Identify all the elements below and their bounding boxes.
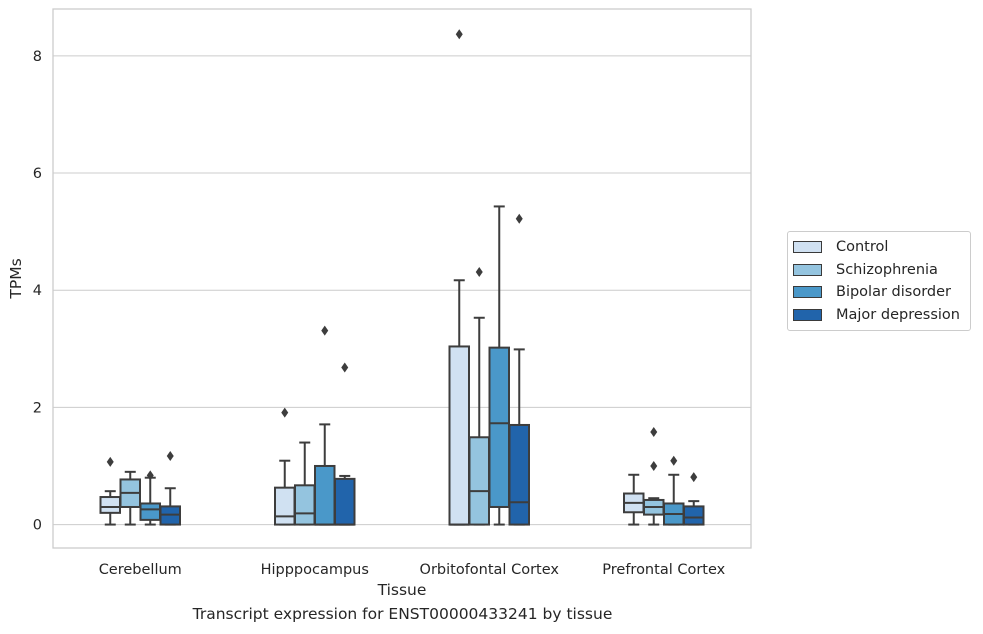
- box-control: [99, 496, 121, 514]
- y-axis-label: TPMs: [7, 258, 25, 299]
- legend-item-bipolar-disorder: Bipolar disorder: [788, 281, 970, 304]
- legend-label-bipolar-disorder: Bipolar disorder: [836, 284, 951, 301]
- chart-legend: Control Schizophrenia Bipolar disorder M…: [787, 231, 971, 331]
- outlier-control: [455, 29, 463, 40]
- box-schizophrenia: [468, 436, 490, 526]
- box-control: [274, 486, 296, 526]
- box-control: [448, 345, 470, 526]
- outlier-schizophrenia: [475, 267, 483, 278]
- x-axis-label: Tissue: [377, 581, 427, 599]
- outlier-major-depression: [341, 362, 349, 373]
- y-tick-label: 6: [33, 166, 42, 182]
- outlier-major-depression: [690, 472, 698, 483]
- outlier-control: [281, 407, 289, 418]
- outlier-bipolar-disorder: [321, 325, 329, 336]
- legend-item-schizophrenia: Schizophrenia: [788, 259, 970, 282]
- legend-label-control: Control: [836, 239, 889, 256]
- legend-swatch-control: [793, 241, 822, 254]
- outlier-schizophrenia: [650, 426, 658, 437]
- box-bipolar-disorder: [139, 502, 161, 521]
- y-tick-label: 4: [33, 283, 42, 299]
- legend-item-major-depression: Major depression: [788, 304, 970, 327]
- legend-swatch-major-depression: [793, 308, 822, 321]
- outlier-major-depression: [515, 213, 523, 224]
- legend-item-control: Control: [788, 236, 970, 259]
- x-tick-label: Cerebellum: [99, 562, 182, 578]
- x-tick-label: Hipppocampus: [261, 562, 369, 578]
- box-bipolar-disorder: [488, 346, 510, 508]
- box-major-depression: [683, 505, 705, 526]
- figure-caption: Transcript expression for ENST0000043324…: [192, 605, 613, 623]
- y-tick-label: 8: [33, 49, 42, 65]
- outlier-schizophrenia: [650, 460, 658, 471]
- y-tick-label: 0: [33, 518, 42, 534]
- plot-frame: [52, 8, 752, 549]
- box-major-depression: [334, 477, 356, 526]
- legend-swatch-bipolar-disorder: [793, 286, 822, 299]
- outlier-major-depression: [166, 451, 174, 462]
- box-major-depression: [508, 423, 530, 526]
- outlier-control: [106, 456, 114, 467]
- x-tick-label: Orbitofontal Cortex: [420, 562, 560, 578]
- legend-label-major-depression: Major depression: [836, 306, 960, 323]
- box-bipolar-disorder: [314, 464, 336, 526]
- legend-swatch-schizophrenia: [793, 263, 822, 276]
- legend-label-schizophrenia: Schizophrenia: [836, 261, 938, 278]
- outlier-bipolar-disorder: [146, 470, 154, 481]
- x-tick-label: Prefrontal Cortex: [602, 562, 725, 578]
- box-schizophrenia: [294, 484, 316, 526]
- y-tick-label: 2: [33, 400, 42, 416]
- outlier-bipolar-disorder: [670, 455, 678, 466]
